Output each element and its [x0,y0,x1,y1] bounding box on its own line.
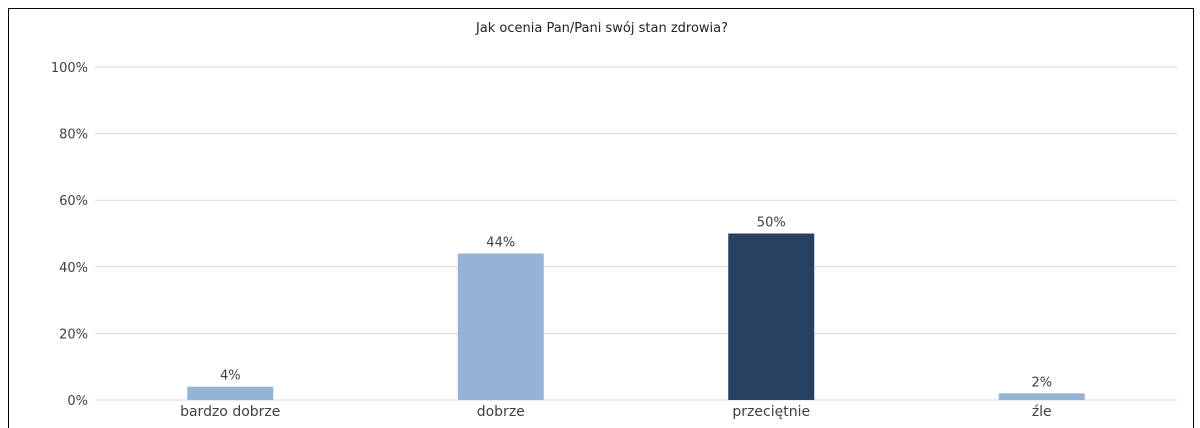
bars [187,233,1085,400]
data-label: 44% [486,235,515,250]
bar-4 [998,393,1085,400]
data-labels: 4% 44% 50% 2% [220,216,1052,391]
bar-2 [457,253,544,400]
y-tick-label: 60% [59,194,88,209]
data-label: 50% [757,216,786,231]
bar-1 [187,386,274,400]
y-tick-label: 40% [59,261,88,276]
y-tick-label: 0% [67,394,88,409]
data-label: 2% [1031,375,1052,390]
y-tick-label: 100% [51,61,88,76]
chart-frame [8,8,1194,428]
category-label: przeciętnie [732,404,810,420]
gridlines [95,66,1177,401]
x-axis-category-labels: bardzo dobrze dobrze przeciętnie źle [180,404,1052,420]
category-label: źle [1032,404,1052,420]
data-label: 4% [220,369,241,384]
bar-3 [728,233,815,400]
y-tick-label: 80% [59,128,88,143]
y-axis-tick-labels: 0% 20% 40% 60% 80% 100% [51,61,88,409]
category-label: bardzo dobrze [180,404,280,420]
category-label: dobrze [477,404,525,420]
chart-title: Jak ocenia Pan/Pani swój stan zdrowia? [475,21,728,36]
y-tick-label: 20% [59,327,88,342]
